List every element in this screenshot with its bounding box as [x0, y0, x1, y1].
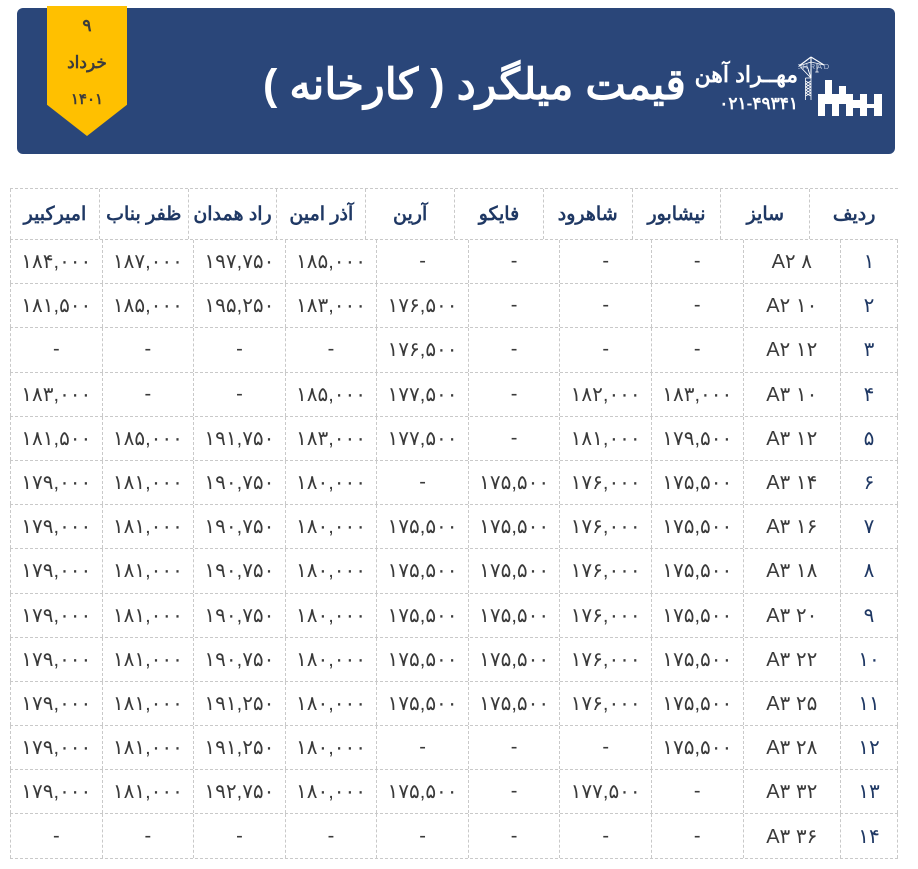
- svg-text:MEHRAD: MEHRAD: [798, 62, 831, 71]
